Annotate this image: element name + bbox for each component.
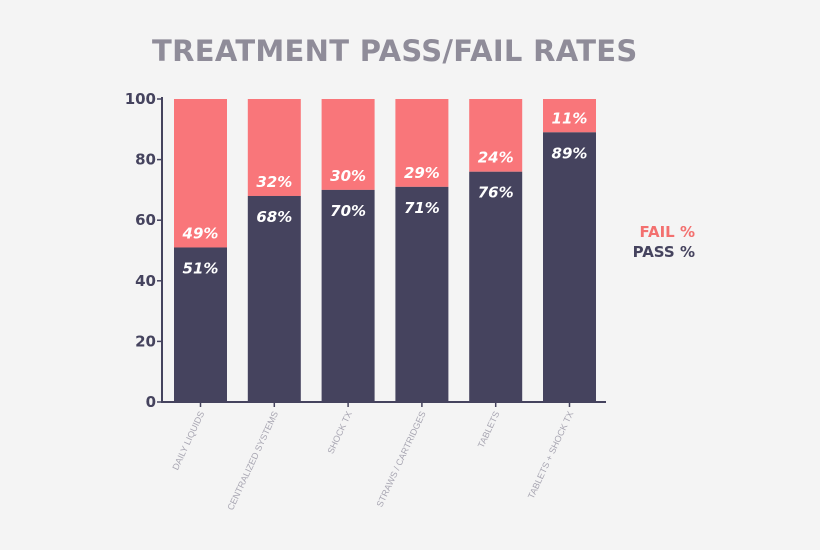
y-tick-label-3: 60	[135, 211, 156, 229]
y-tick-label-0: 0	[146, 393, 156, 411]
bar-fail-4	[469, 99, 523, 172]
category-label-2: SHOCK TX	[325, 410, 353, 456]
chart-title: TREATMENT PASS/FAIL RATES	[152, 34, 638, 68]
y-tick-label-2: 40	[135, 272, 156, 290]
bar-pass-4	[469, 171, 523, 402]
y-tick-label-1: 20	[135, 332, 156, 350]
category-label-4: TABLETS	[476, 410, 502, 450]
bar-fail-2	[321, 99, 375, 190]
bar-pass-2	[321, 189, 375, 402]
data-label-fail-4: 24%	[478, 149, 514, 167]
data-label-pass-3: 71%	[404, 199, 440, 217]
category-label-3: STRAWS / CARTRIDGES	[374, 410, 427, 509]
category-label-5: TABLETS + SHOCK TX	[526, 410, 575, 501]
bar-pass-3	[395, 186, 449, 402]
legend-pass: PASS %	[632, 243, 695, 261]
category-label-1: CENTRALIZED SYSTEMS	[225, 410, 280, 512]
axes-group	[157, 97, 606, 407]
category-label-0: DAILY LIQUIDS	[170, 410, 206, 472]
data-label-fail-0: 49%	[182, 224, 219, 242]
data-label-pass-1: 68%	[256, 208, 292, 226]
y-tick-label-4: 80	[135, 151, 156, 169]
data-label-fail-1: 32%	[256, 173, 292, 191]
bar-fail-0	[174, 99, 227, 248]
y-tick-label-5: 100	[125, 90, 156, 108]
bar-pass-1	[247, 195, 301, 402]
data-label-fail-5: 11%	[552, 109, 588, 127]
data-label-pass-4: 76%	[478, 184, 514, 202]
legend: FAIL % PASS %	[600, 222, 695, 262]
data-label-fail-2: 30%	[330, 167, 366, 185]
bar-fail-5	[543, 99, 596, 133]
bar-pass-0	[174, 247, 227, 402]
data-label-pass-0: 51%	[183, 259, 219, 277]
data-label-pass-2: 70%	[330, 202, 366, 220]
bar-fail-3	[395, 99, 449, 187]
data-label-pass-5: 89%	[552, 144, 588, 162]
bar-fail-1	[247, 99, 301, 196]
legend-fail: FAIL %	[639, 223, 695, 241]
data-label-fail-3: 29%	[404, 164, 440, 182]
bar-pass-5	[543, 132, 596, 402]
bars-group	[174, 99, 596, 402]
